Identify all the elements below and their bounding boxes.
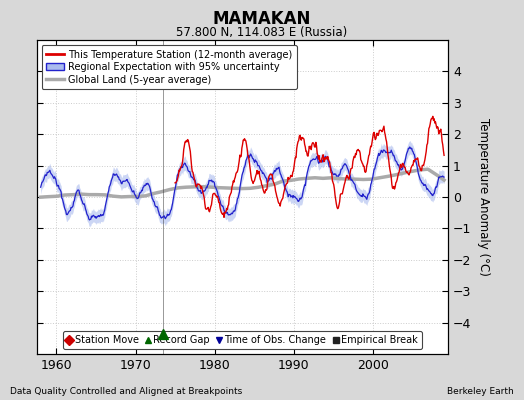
Legend: Station Move, Record Gap, Time of Obs. Change, Empirical Break: Station Move, Record Gap, Time of Obs. C… bbox=[63, 331, 422, 349]
Text: Berkeley Earth: Berkeley Earth bbox=[447, 387, 514, 396]
Text: 57.800 N, 114.083 E (Russia): 57.800 N, 114.083 E (Russia) bbox=[177, 26, 347, 39]
Text: Data Quality Controlled and Aligned at Breakpoints: Data Quality Controlled and Aligned at B… bbox=[10, 387, 243, 396]
Text: MAMAKAN: MAMAKAN bbox=[213, 10, 311, 28]
Y-axis label: Temperature Anomaly (°C): Temperature Anomaly (°C) bbox=[477, 118, 490, 276]
